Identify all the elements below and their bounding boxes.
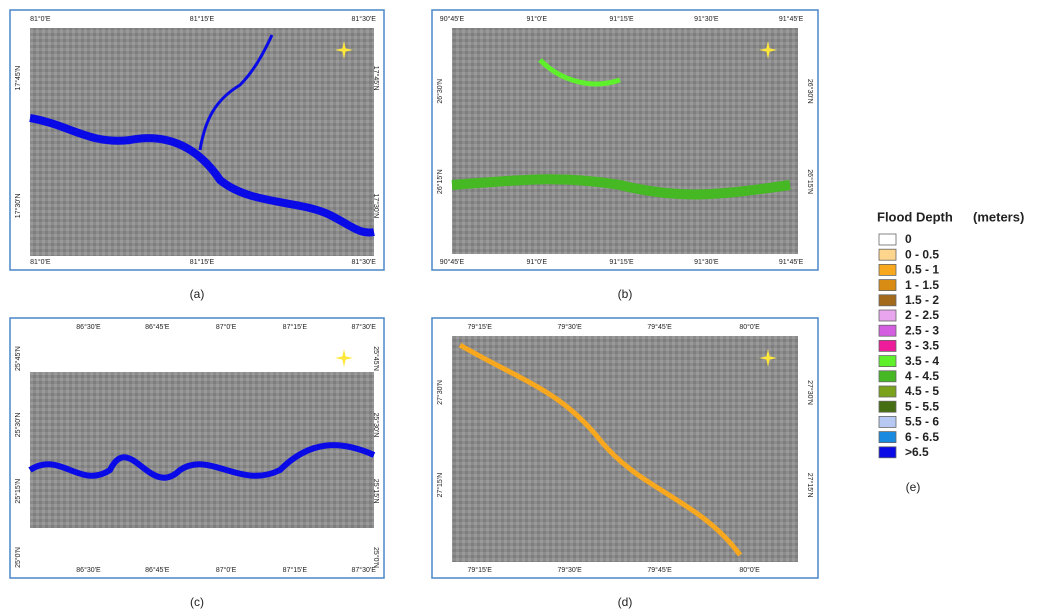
panel-label: (d) bbox=[618, 595, 633, 609]
lon-label: 87°0'E bbox=[216, 323, 237, 331]
lat-label: 25°0'N bbox=[14, 547, 22, 568]
lon-label: 87°15'E bbox=[283, 323, 308, 331]
lon-label: 81°0'E bbox=[30, 258, 51, 266]
lat-label: 26°15'N bbox=[436, 169, 444, 194]
legend-swatch bbox=[879, 432, 896, 443]
lon-label: 90°45'E bbox=[440, 258, 465, 266]
panel-label: (b) bbox=[618, 287, 633, 301]
legend-label: 1.5 - 2 bbox=[905, 293, 939, 307]
lat-label: 25°0'N bbox=[372, 547, 380, 568]
lat-label: 17°45'N bbox=[372, 66, 380, 91]
lat-label: 25°45'N bbox=[372, 346, 380, 371]
legend-label: 5 - 5.5 bbox=[905, 399, 939, 413]
legend-title: Flood Depth bbox=[877, 209, 953, 224]
lat-label: 25°15'N bbox=[372, 479, 380, 504]
lat-label: 27°30'N bbox=[806, 380, 814, 405]
legend-swatch bbox=[879, 416, 896, 427]
north-arrow bbox=[335, 349, 353, 367]
lon-label: 91°30'E bbox=[694, 258, 719, 266]
legend-label: 6 - 6.5 bbox=[905, 430, 939, 444]
lon-label: 86°45'E bbox=[145, 566, 170, 574]
lon-label: 79°30'E bbox=[557, 566, 582, 574]
legend-label: >6.5 bbox=[905, 445, 929, 459]
legend-label: 3 - 3.5 bbox=[905, 339, 939, 353]
lat-label: 26°30'N bbox=[806, 79, 814, 104]
lon-label: 91°0'E bbox=[527, 258, 548, 266]
lon-label: 80°0'E bbox=[739, 323, 760, 331]
figure: 81°0'E 81°0'E 81°15'E 81°15'E 81°30'E 81°30'E… bbox=[0, 0, 1045, 611]
lon-label: 87°0'E bbox=[216, 566, 237, 574]
legend-label: 0.5 - 1 bbox=[905, 263, 939, 277]
panel-label: (a) bbox=[190, 287, 205, 301]
lon-label: 79°30'E bbox=[557, 323, 582, 331]
legend-swatch bbox=[879, 447, 896, 458]
lat-label: 26°30'N bbox=[436, 79, 444, 104]
map-imagery bbox=[30, 28, 798, 562]
legend-swatch bbox=[879, 234, 896, 245]
lon-label: 79°45'E bbox=[647, 323, 672, 331]
lon-label: 81°0'E bbox=[30, 15, 51, 23]
lon-label: 91°45'E bbox=[779, 15, 804, 23]
legend-swatch bbox=[879, 371, 896, 382]
lon-label: 90°45'E bbox=[440, 15, 465, 23]
lat-label: 25°30'N bbox=[372, 413, 380, 438]
legend-label: 4.5 - 5 bbox=[905, 384, 939, 398]
panel-label: (c) bbox=[190, 595, 204, 609]
legend-swatch bbox=[879, 249, 896, 260]
legend-label: 3.5 - 4 bbox=[905, 354, 939, 368]
lat-label: 25°45'N bbox=[14, 346, 22, 371]
lon-label: 87°30'E bbox=[351, 323, 376, 331]
legend-label: 1 - 1.5 bbox=[905, 278, 939, 292]
lon-label: 79°15'E bbox=[467, 566, 492, 574]
legend-caption: (e) bbox=[906, 480, 921, 494]
lon-label: 81°30'E bbox=[351, 15, 376, 23]
lat-label: 17°45'N bbox=[14, 66, 22, 91]
lat-label: 27°15'N bbox=[436, 473, 444, 498]
lon-label: 87°15'E bbox=[283, 566, 308, 574]
lat-label: 25°15'N bbox=[14, 479, 22, 504]
legend-swatch bbox=[879, 386, 896, 397]
lon-label: 80°0'E bbox=[739, 566, 760, 574]
lon-label: 91°0'E bbox=[527, 15, 548, 23]
lon-label: 79°15'E bbox=[467, 323, 492, 331]
legend-label: 5.5 - 6 bbox=[905, 415, 939, 429]
lat-label: 25°30'N bbox=[14, 413, 22, 438]
legend-label: 2.5 - 3 bbox=[905, 323, 939, 337]
lon-label: 81°30'E bbox=[351, 258, 376, 266]
legend-unit: (meters) bbox=[973, 209, 1024, 224]
legend-swatch bbox=[879, 310, 896, 321]
lat-label: 26°15'N bbox=[806, 169, 814, 194]
legend-label: 2 - 2.5 bbox=[905, 308, 939, 322]
lon-label: 91°30'E bbox=[694, 15, 719, 23]
legend-label: 0 - 0.5 bbox=[905, 247, 939, 261]
lat-label: 17°30'N bbox=[14, 193, 22, 218]
lon-label: 91°45'E bbox=[779, 258, 804, 266]
lat-label: 27°15'N bbox=[806, 473, 814, 498]
lon-label: 91°15'E bbox=[609, 258, 634, 266]
legend-swatch bbox=[879, 401, 896, 412]
lon-label: 91°15'E bbox=[609, 15, 634, 23]
lon-label: 79°45'E bbox=[647, 566, 672, 574]
lon-label: 86°30'E bbox=[76, 566, 101, 574]
legend-label: 4 - 4.5 bbox=[905, 369, 939, 383]
legend-swatch bbox=[879, 356, 896, 367]
legend-label: 0 bbox=[905, 232, 912, 246]
lon-label: 81°15'E bbox=[190, 258, 215, 266]
legend-swatch bbox=[879, 295, 896, 306]
lat-label: 17°30'N bbox=[372, 193, 380, 218]
legend-swatch bbox=[879, 264, 896, 275]
legend-swatch bbox=[879, 340, 896, 351]
lat-label: 27°30'N bbox=[436, 380, 444, 405]
legend-swatch bbox=[879, 280, 896, 291]
lon-label: 81°15'E bbox=[190, 15, 215, 23]
lon-label: 86°30'E bbox=[76, 323, 101, 331]
lon-label: 86°45'E bbox=[145, 323, 170, 331]
legend-swatch bbox=[879, 325, 896, 336]
